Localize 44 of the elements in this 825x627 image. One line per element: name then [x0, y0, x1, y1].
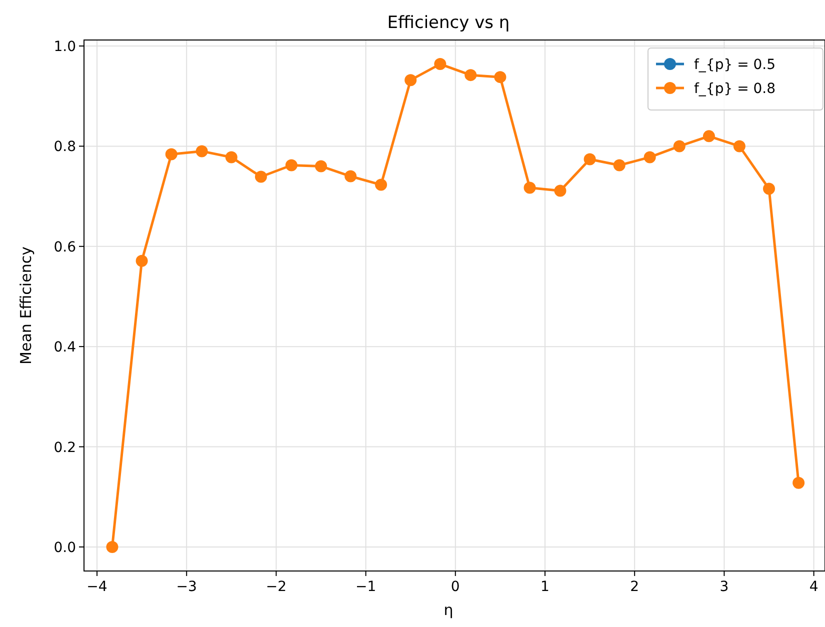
point: [285, 159, 298, 172]
point: [196, 145, 208, 158]
x-tick-label: 3: [720, 579, 729, 595]
point: [464, 69, 477, 82]
point: [673, 140, 686, 152]
x-tick-label: −1: [355, 579, 376, 595]
point: [792, 476, 805, 489]
point: [702, 130, 715, 142]
point: [225, 151, 238, 164]
legend-label: f_{p} = 0.5: [694, 57, 776, 73]
y-tick-label: 1.0: [54, 39, 76, 56]
point: [434, 58, 446, 70]
x-tick-label: −4: [86, 579, 108, 595]
point: [733, 140, 746, 152]
y-axis-title: Mean Efficiency: [17, 246, 35, 364]
x-tick-label: 2: [630, 579, 640, 595]
x-tick-label: −2: [266, 579, 287, 595]
point: [254, 170, 267, 183]
chart-title: Efficiency vs η: [387, 13, 510, 33]
point: [404, 74, 417, 86]
x-tick-label: 4: [809, 579, 818, 595]
point: [314, 160, 327, 172]
y-tick-label: 0.2: [54, 440, 76, 456]
legend-label: f_{p} = 0.8: [694, 81, 776, 97]
y-tick-label: 0.0: [54, 540, 76, 556]
point: [524, 182, 536, 194]
point: [165, 148, 178, 160]
y-tick-label: 0.6: [54, 239, 76, 256]
x-axis-title: η: [444, 601, 454, 619]
point: [494, 71, 506, 84]
point: [763, 182, 775, 195]
point: [106, 540, 118, 553]
point: [644, 151, 656, 164]
point: [344, 170, 357, 182]
y-tick-label: 0.8: [54, 139, 76, 156]
x-tick-label: −3: [176, 579, 197, 595]
x-tick-label: 1: [540, 579, 550, 595]
point: [584, 153, 596, 166]
x-tick-label: 0: [450, 579, 460, 595]
point: [375, 178, 388, 191]
point: [554, 184, 566, 197]
point: [613, 159, 626, 172]
y-tick-label: 0.4: [54, 340, 76, 356]
point: [136, 254, 148, 267]
